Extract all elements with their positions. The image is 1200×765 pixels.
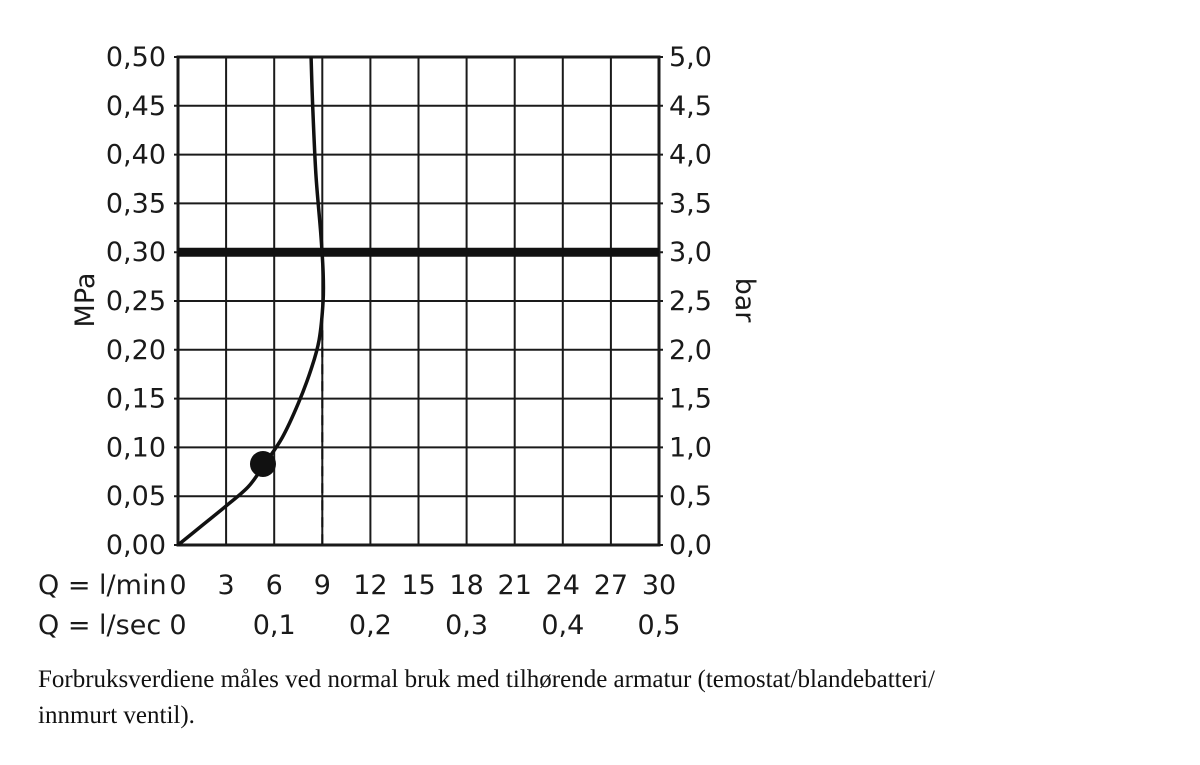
flow-curve-line (176, 56, 326, 547)
y-right-tick-label: 4,5 (669, 91, 712, 122)
y-right-tick-label: 3,5 (669, 188, 712, 219)
x-row1-tick-label: 6 (266, 570, 283, 601)
marker-dot (249, 450, 276, 477)
y-right-tick-label: 2,5 (669, 286, 712, 317)
x-row1-tick-label: 3 (218, 570, 235, 601)
y-left-tick-label: 0,05 (106, 481, 166, 512)
y-right-tick-labels: 0,0 0,5 1,0 1,5 2,0 2,5 3,0 3,5 4,0 4,5 5,0 (669, 42, 712, 561)
y-left-tick-label: 0,10 (106, 432, 166, 463)
x-row1-tick-label: 24 (546, 570, 580, 601)
x-row2-tick-label: 0,3 (445, 610, 488, 641)
x-row1-tick-label: 9 (314, 570, 331, 601)
x-row2-tick-label: 0,4 (541, 610, 584, 641)
x-row2-tick-label: 0,1 (253, 610, 296, 641)
y-right-tick-label: 0,5 (669, 481, 712, 512)
y-left-tick-label: 0,45 (106, 91, 166, 122)
x-row1-ticks: 0 3 6 9 12 15 18 21 24 27 30 (169, 570, 676, 601)
x-row2-tick-label: 0,2 (349, 610, 392, 641)
marker-point (249, 450, 276, 477)
y-right-tick-label: 5,0 (669, 42, 712, 73)
y-left-tick-label: 0,50 (106, 42, 166, 73)
plot-frame (176, 55, 661, 547)
flow-curve (176, 56, 326, 547)
y-left-tick-label: 0,30 (106, 237, 166, 268)
y-right-tick-label: 3,0 (669, 237, 712, 268)
x-row1-tick-label: 0 (169, 570, 186, 601)
x-row1-tick-label: 27 (594, 570, 628, 601)
caption-line-2: innmurt ventil). (38, 702, 195, 729)
plot-border (176, 55, 661, 547)
x-row2-label: Q = l/sec (38, 610, 161, 641)
x-row2-tick-label: 0 (169, 610, 186, 641)
y-left-tick-label: 0,40 (106, 140, 166, 171)
y-right-tick-label: 4,0 (669, 140, 712, 171)
y-right-tick-label: 1,0 (669, 432, 712, 463)
pressure-flow-chart: 0,000,050,100,150,200,250,300,350,400,45… (38, 42, 760, 641)
y-left-tick-label: 0,20 (106, 335, 166, 366)
x-row1-tick-label: 21 (498, 570, 532, 601)
x-row2-tick-label: 0,5 (638, 610, 681, 641)
y-left-tick-labels: 0,00 0,05 0,10 0,15 0,20 0,25 0,30 0,35 0,40 0,45… (106, 42, 166, 561)
y-right-tick-label: 0,0 (669, 530, 712, 561)
left-axis-title: MPa (70, 273, 101, 328)
caption-line-1: Forbruksverdiene måles ved normal bruk m… (38, 666, 935, 693)
x-row1-tick-label: 12 (353, 570, 387, 601)
x-row1-tick-label: 30 (642, 570, 676, 601)
x-row1-label: Q = l/min (38, 570, 167, 601)
y-left-tick-label: 0,15 (106, 384, 166, 415)
y-right-tick-label: 2,0 (669, 335, 712, 366)
caption: Forbruksverdiene måles ved normal bruk m… (38, 662, 1158, 734)
x-row1-tick-label: 15 (401, 570, 435, 601)
right-axis-title: bar (729, 278, 760, 324)
x-row1-tick-label: 18 (449, 570, 483, 601)
y-left-tick-label: 0,00 (106, 530, 166, 561)
x-row2-ticks: 0 0,1 0,2 0,3 0,4 0,5 (169, 610, 680, 641)
y-left-tick-label: 0,25 (106, 286, 166, 317)
y-right-tick-label: 1,5 (669, 384, 712, 415)
chart-grid (174, 56, 663, 546)
y-left-tick-label: 0,35 (106, 188, 166, 219)
